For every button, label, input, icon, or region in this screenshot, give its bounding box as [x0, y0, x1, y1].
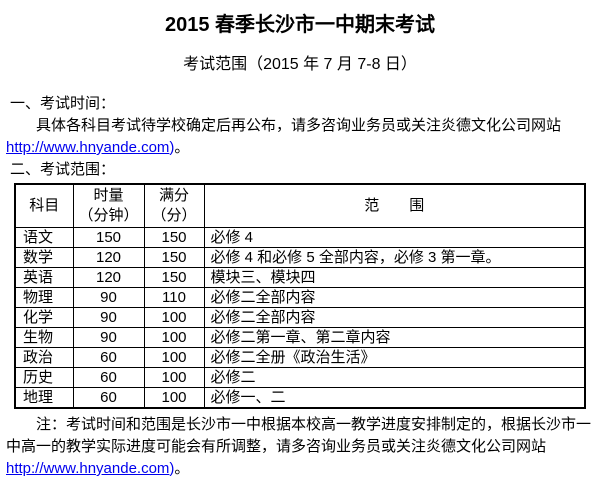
- cell-duration: 90: [72, 287, 145, 308]
- col-header-score: 满分 （分）: [143, 183, 205, 228]
- cell-scope: 必修一、二: [203, 387, 586, 409]
- cell-duration: 120: [72, 247, 145, 268]
- cell-scope: 必修 4: [203, 227, 586, 248]
- exam-scope-table: 科目 时量 （分钟） 满分 （分） 范 围 语文 150 150 必修 4 数学 1…: [14, 183, 586, 409]
- section2-heading: 二、考试范围：: [10, 161, 116, 178]
- table-row: 物理 90 110 必修二全部内容: [14, 287, 586, 308]
- cell-scope: 必修二第一章、第二章内容: [203, 327, 586, 348]
- cell-scope: 必修二全册《政治生活》: [203, 347, 586, 368]
- cell-duration: 60: [72, 387, 145, 409]
- cell-subject: 物理: [14, 287, 74, 308]
- table-row: 英语 120 150 模块三、模块四: [14, 267, 586, 288]
- cell-subject: 生物: [14, 327, 74, 348]
- cell-subject: 数学: [14, 247, 74, 268]
- cell-duration: 150: [72, 227, 145, 248]
- cell-scope: 必修二全部内容: [203, 307, 586, 328]
- cell-subject: 化学: [14, 307, 74, 328]
- cell-score: 150: [143, 227, 205, 248]
- table-row: 地理 60 100 必修一、二: [14, 387, 586, 409]
- cell-score: 100: [143, 347, 205, 368]
- table-row: 数学 120 150 必修 4 和必修 5 全部内容，必修 3 第一章。: [14, 247, 586, 268]
- cell-scope: 必修 4 和必修 5 全部内容，必修 3 第一章。: [203, 247, 586, 268]
- cell-duration: 120: [72, 267, 145, 288]
- cell-subject: 英语: [14, 267, 74, 288]
- cell-scope: 模块三、模块四: [203, 267, 586, 288]
- cell-score: 100: [143, 327, 205, 348]
- cell-score: 100: [143, 387, 205, 409]
- cell-score: 110: [143, 287, 205, 308]
- cell-subject: 历史: [14, 367, 74, 388]
- table-row: 历史 60 100 必修二: [14, 367, 586, 388]
- cell-score: 150: [143, 267, 205, 288]
- sentence-end: 。: [174, 460, 190, 477]
- cell-subject: 语文: [14, 227, 74, 248]
- sentence-end: 。: [174, 139, 190, 156]
- hnyande-link[interactable]: http://www.hnyande.com: [6, 139, 170, 156]
- table-row: 政治 60 100 必修二全册《政治生活》: [14, 347, 586, 368]
- note-paragraph: 注：考试时间和范围是长沙市一中根据本校高一教学进度安排制定的，根据长沙市一中高一…: [6, 414, 594, 480]
- table-row: 语文 150 150 必修 4: [14, 227, 586, 248]
- cell-duration: 90: [72, 307, 145, 328]
- table-header-row: 科目 时量 （分钟） 满分 （分） 范 围: [14, 183, 586, 228]
- hnyande-link-bottom[interactable]: http://www.hnyande.com: [6, 460, 170, 477]
- table-row: 生物 90 100 必修二第一章、第二章内容: [14, 327, 586, 348]
- link-suffix: ): [169, 460, 175, 477]
- section1-heading: 一、考试时间：: [10, 95, 116, 112]
- cell-score: 100: [143, 307, 205, 328]
- cell-duration: 60: [72, 347, 145, 368]
- table-row: 化学 90 100 必修二全部内容: [14, 307, 586, 328]
- document-subtitle: 考试范围（2015 年 7 月 7-8 日）: [183, 56, 417, 73]
- section1-paragraph: 具体各科目考试待学校确定后再公布，请多咨询业务员或关注炎德文化公司网站 http…: [6, 115, 594, 159]
- cell-duration: 60: [72, 367, 145, 388]
- cell-scope: 必修二全部内容: [203, 287, 586, 308]
- section1-body-text: 具体各科目考试待学校确定后再公布，请多咨询业务员或关注炎德文化公司网站: [36, 117, 562, 134]
- cell-score: 150: [143, 247, 205, 268]
- col-header-subject: 科目: [14, 183, 74, 228]
- col-header-scope: 范 围: [203, 183, 586, 228]
- cell-subject: 地理: [14, 387, 74, 409]
- document-title: 2015 春季长沙市一中期末考试: [164, 14, 436, 36]
- note-body-text: 注：考试时间和范围是长沙市一中根据本校高一教学进度安排制定的，根据长沙市一中高一…: [6, 416, 592, 455]
- cell-scope: 必修二: [203, 367, 586, 388]
- cell-score: 100: [143, 367, 205, 388]
- cell-subject: 政治: [14, 347, 74, 368]
- cell-duration: 90: [72, 327, 145, 348]
- col-header-duration: 时量 （分钟）: [72, 183, 145, 228]
- link-suffix: ): [169, 139, 175, 156]
